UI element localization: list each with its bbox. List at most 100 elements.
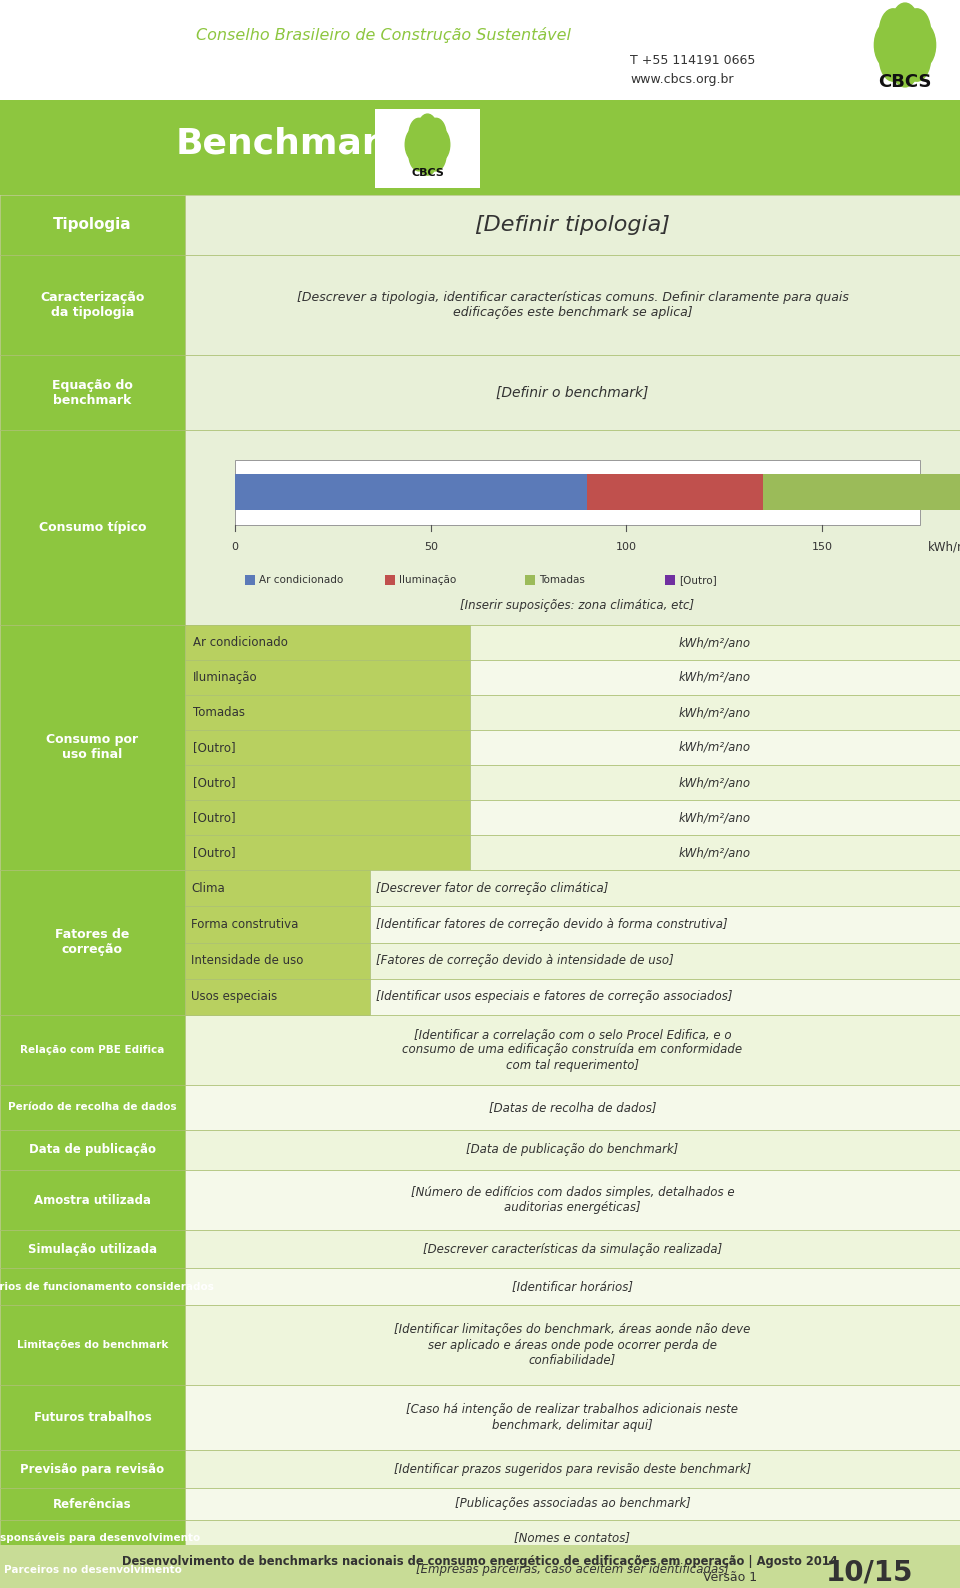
Bar xyxy=(0,1267,185,1305)
Bar xyxy=(185,1170,960,1231)
Bar xyxy=(185,800,470,835)
Bar xyxy=(470,730,960,765)
Text: Data de publicação: Data de publicação xyxy=(29,1143,156,1156)
Bar xyxy=(0,195,185,256)
Text: 10/15: 10/15 xyxy=(827,1559,914,1586)
Circle shape xyxy=(426,138,446,172)
Bar xyxy=(470,696,960,730)
Circle shape xyxy=(409,138,429,172)
Text: kWh/m²/ano: kWh/m²/ano xyxy=(679,846,751,859)
Text: [Identificar fatores de correção devido à forma construtiva]: [Identificar fatores de correção devido … xyxy=(376,918,728,931)
Text: kWh/m²/ano: kWh/m²/ano xyxy=(679,672,751,684)
Text: kWh/m²/ano: kWh/m²/ano xyxy=(679,707,751,719)
Text: Fatores de
correção: Fatores de correção xyxy=(56,929,130,956)
Bar xyxy=(185,835,470,870)
Bar xyxy=(185,765,470,800)
Text: [Identificar prazos sugeridos para revisão deste benchmark]: [Identificar prazos sugeridos para revis… xyxy=(394,1463,751,1475)
Text: CBCS: CBCS xyxy=(878,73,932,91)
Text: Período de recolha de dados: Período de recolha de dados xyxy=(9,1102,177,1113)
Circle shape xyxy=(405,129,425,160)
Bar xyxy=(185,1385,960,1450)
Text: [Identificar usos especiais e fatores de correção associados]: [Identificar usos especiais e fatores de… xyxy=(376,991,732,1004)
Bar xyxy=(375,110,480,187)
Bar xyxy=(370,907,960,943)
Circle shape xyxy=(421,135,434,154)
Bar xyxy=(185,1231,960,1267)
Text: [Data de publicação do benchmark]: [Data de publicação do benchmark] xyxy=(467,1143,679,1156)
Text: Equação do
benchmark: Equação do benchmark xyxy=(52,378,132,407)
Bar xyxy=(0,1085,185,1131)
Text: [Identificar limitações do benchmark, áreas aonde não deve
ser aplicado e áreas : [Identificar limitações do benchmark, ár… xyxy=(395,1323,751,1367)
Text: Conselho Brasileiro de Construção Sustentável: Conselho Brasileiro de Construção Susten… xyxy=(197,27,571,43)
Text: Tomadas: Tomadas xyxy=(539,575,585,584)
Bar xyxy=(0,356,185,430)
Text: kWh/m²/ano: kWh/m²/ano xyxy=(679,637,751,649)
Text: 50: 50 xyxy=(423,542,438,553)
Text: Tipologia: Tipologia xyxy=(53,218,132,232)
Text: [Definir o benchmark]: [Definir o benchmark] xyxy=(496,386,649,400)
Text: Relação com PBE Edifica: Relação com PBE Edifica xyxy=(20,1045,165,1054)
Text: [Identificar a correlação com o selo Procel Edifica, e o
consumo de uma edificaç: [Identificar a correlação com o selo Pro… xyxy=(402,1029,743,1072)
Text: [Número de edifícios com dados simples, detalhados e
auditorias energéticas]: [Número de edifícios com dados simples, … xyxy=(411,1186,734,1213)
Bar xyxy=(245,575,255,584)
Bar xyxy=(370,978,960,1015)
Text: [Outro]: [Outro] xyxy=(193,777,235,789)
Text: kWh/m²/ano: kWh/m²/ano xyxy=(679,777,751,789)
Bar xyxy=(0,1385,185,1450)
Circle shape xyxy=(875,22,901,68)
Text: Consumo por
uso final: Consumo por uso final xyxy=(46,734,138,762)
Bar xyxy=(0,256,185,356)
Circle shape xyxy=(426,118,446,151)
Text: [Definir tipologia]: [Definir tipologia] xyxy=(475,214,670,235)
Text: CBCS: CBCS xyxy=(411,168,444,178)
Bar xyxy=(0,1488,185,1520)
Text: Tomadas: Tomadas xyxy=(193,707,245,719)
Text: [Outro]: [Outro] xyxy=(193,846,235,859)
Bar xyxy=(370,870,960,907)
Text: Ar condicionado: Ar condicionado xyxy=(193,637,288,649)
Text: kWh/m²/ano: kWh/m²/ano xyxy=(928,540,960,554)
Bar xyxy=(185,356,960,430)
Bar xyxy=(185,256,960,356)
Circle shape xyxy=(891,41,919,87)
Text: Parceiros no desenvolvimento: Parceiros no desenvolvimento xyxy=(4,1566,181,1575)
Text: Amostra utilizada: Amostra utilizada xyxy=(34,1194,151,1207)
Bar xyxy=(0,1555,185,1585)
Text: Ar condicionado: Ar condicionado xyxy=(259,575,344,584)
Bar xyxy=(185,696,470,730)
Circle shape xyxy=(903,37,930,81)
Bar xyxy=(0,1170,185,1231)
Bar xyxy=(385,575,395,584)
Bar xyxy=(185,1131,960,1170)
Text: Usos especiais: Usos especiais xyxy=(191,991,277,1004)
Circle shape xyxy=(418,114,438,148)
Bar xyxy=(0,1545,960,1588)
Circle shape xyxy=(879,37,907,81)
Bar xyxy=(0,1131,185,1170)
Bar xyxy=(185,1305,960,1385)
Bar xyxy=(185,1267,960,1305)
Text: Forma construtiva: Forma construtiva xyxy=(191,918,299,931)
Text: [Inserir suposições: zona climática, etc]: [Inserir suposições: zona climática, etc… xyxy=(461,599,695,611)
Bar xyxy=(185,626,470,661)
Bar xyxy=(525,575,535,584)
Bar xyxy=(0,626,185,870)
Bar xyxy=(0,870,185,1015)
Bar xyxy=(0,1585,185,1588)
Bar xyxy=(235,475,588,510)
Bar xyxy=(370,943,960,978)
Text: [Identificar horários]: [Identificar horários] xyxy=(512,1280,633,1293)
Text: Responsáveis para desenvolvimento: Responsáveis para desenvolvimento xyxy=(0,1532,200,1544)
Bar xyxy=(665,575,675,584)
Text: Previsão para revisão: Previsão para revisão xyxy=(20,1463,164,1475)
Text: 0: 0 xyxy=(231,542,238,553)
Bar xyxy=(0,1450,185,1488)
Bar xyxy=(185,1015,960,1085)
Text: kWh/m²/ano: kWh/m²/ano xyxy=(679,742,751,754)
Text: [Outro]: [Outro] xyxy=(193,811,235,824)
Bar xyxy=(185,1555,960,1585)
Circle shape xyxy=(430,129,450,160)
Text: 150: 150 xyxy=(811,542,832,553)
Bar xyxy=(470,661,960,696)
Bar xyxy=(0,100,960,102)
